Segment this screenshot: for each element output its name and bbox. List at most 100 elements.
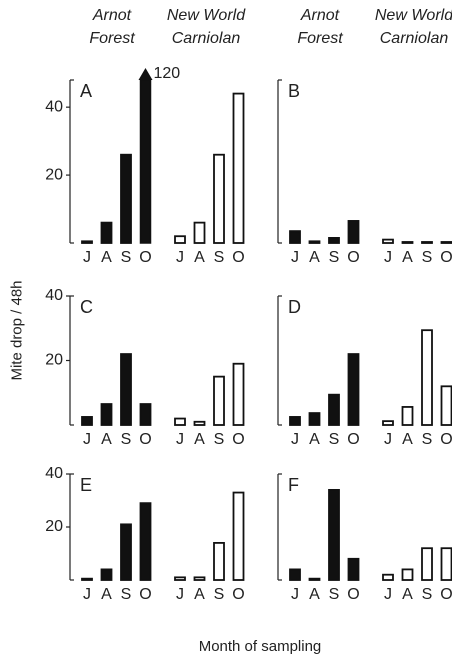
x-tick-label: A <box>402 249 413 266</box>
x-tick-label: O <box>139 586 151 603</box>
bar <box>139 403 152 426</box>
column-header: Arnot Forest <box>297 7 343 47</box>
bar <box>213 375 225 426</box>
x-tick-label: S <box>329 431 340 448</box>
x-tick-label: A <box>402 431 413 448</box>
x-tick-label: O <box>232 249 244 266</box>
x-tick-label: A <box>194 249 205 266</box>
bar <box>421 329 433 426</box>
x-tick-label: A <box>402 586 413 603</box>
bar <box>382 573 394 581</box>
bar <box>328 237 340 244</box>
bar <box>382 238 394 244</box>
x-tick-label: J <box>83 586 91 603</box>
x-tick-label: A <box>309 431 320 448</box>
bar <box>232 92 245 244</box>
panel-label: F <box>288 475 299 495</box>
bar <box>401 241 414 244</box>
bar <box>440 385 452 426</box>
x-tick-label: J <box>83 249 91 266</box>
y-tick-label: 40 <box>45 465 63 482</box>
bar <box>382 420 394 426</box>
bar <box>347 353 360 426</box>
value-label: 120 <box>154 65 181 82</box>
bar <box>100 568 113 581</box>
bar <box>347 220 360 244</box>
y-tick-label: 40 <box>45 98 63 115</box>
bar <box>421 547 433 581</box>
y-tick-label: 40 <box>45 287 63 304</box>
x-tick-label: O <box>139 249 151 266</box>
bar <box>401 406 414 426</box>
bar <box>328 393 340 426</box>
bar <box>139 502 152 581</box>
x-tick-label: A <box>101 249 112 266</box>
x-tick-label: J <box>384 586 392 603</box>
x-tick-label: A <box>309 586 320 603</box>
bar <box>421 241 433 244</box>
bar <box>81 416 93 426</box>
bar <box>308 412 321 426</box>
x-tick-label: J <box>291 249 299 266</box>
x-tick-label: S <box>329 249 340 266</box>
bar <box>193 221 206 244</box>
bar <box>193 576 206 581</box>
panel-label: C <box>80 297 93 317</box>
bar <box>81 577 93 581</box>
bar <box>139 79 152 244</box>
bar <box>440 241 452 244</box>
x-tick-label: J <box>176 586 184 603</box>
x-tick-label: O <box>347 586 359 603</box>
y-tick-label: 20 <box>45 352 63 369</box>
bar <box>213 153 225 244</box>
x-tick-label: J <box>384 431 392 448</box>
y-tick-label: 20 <box>45 166 63 183</box>
x-tick-label: S <box>214 431 225 448</box>
bar <box>120 153 132 244</box>
bar <box>401 568 414 581</box>
bar <box>289 230 301 244</box>
column-header: New World Carniolan <box>166 7 246 47</box>
overflow-arrow <box>138 68 153 80</box>
bar <box>232 362 245 426</box>
x-tick-label: S <box>329 586 340 603</box>
x-tick-label: A <box>194 431 205 448</box>
bar <box>100 403 113 426</box>
bar <box>213 542 225 581</box>
bar <box>440 547 452 581</box>
x-tick-label: O <box>440 249 452 266</box>
x-tick-label: S <box>422 431 433 448</box>
bar <box>81 240 93 244</box>
x-tick-label: S <box>214 249 225 266</box>
x-tick-label: O <box>347 249 359 266</box>
column-header: New World Carniolan <box>374 7 452 47</box>
panel-label: B <box>288 81 300 101</box>
x-tick-label: O <box>347 431 359 448</box>
x-tick-label: J <box>384 249 392 266</box>
column-header: Arnot Forest <box>89 7 135 47</box>
x-tick-label: A <box>101 431 112 448</box>
x-tick-label: J <box>291 431 299 448</box>
bar <box>174 417 186 426</box>
x-tick-label: S <box>121 586 132 603</box>
bar <box>308 577 321 581</box>
x-tick-label: O <box>139 431 151 448</box>
panel-label: A <box>80 81 92 101</box>
bar <box>120 523 132 581</box>
bar <box>120 353 132 426</box>
x-tick-label: J <box>176 249 184 266</box>
bar <box>289 568 301 581</box>
panel-label: E <box>80 475 92 495</box>
bar <box>174 235 186 244</box>
x-tick-label: J <box>176 431 184 448</box>
x-tick-label: J <box>83 431 91 448</box>
x-tick-label: O <box>232 586 244 603</box>
x-axis-label: Month of sampling <box>198 638 322 655</box>
bar <box>308 240 321 244</box>
x-tick-label: A <box>194 586 205 603</box>
bar <box>174 576 186 581</box>
panel-label: D <box>288 297 301 317</box>
x-tick-label: J <box>291 586 299 603</box>
